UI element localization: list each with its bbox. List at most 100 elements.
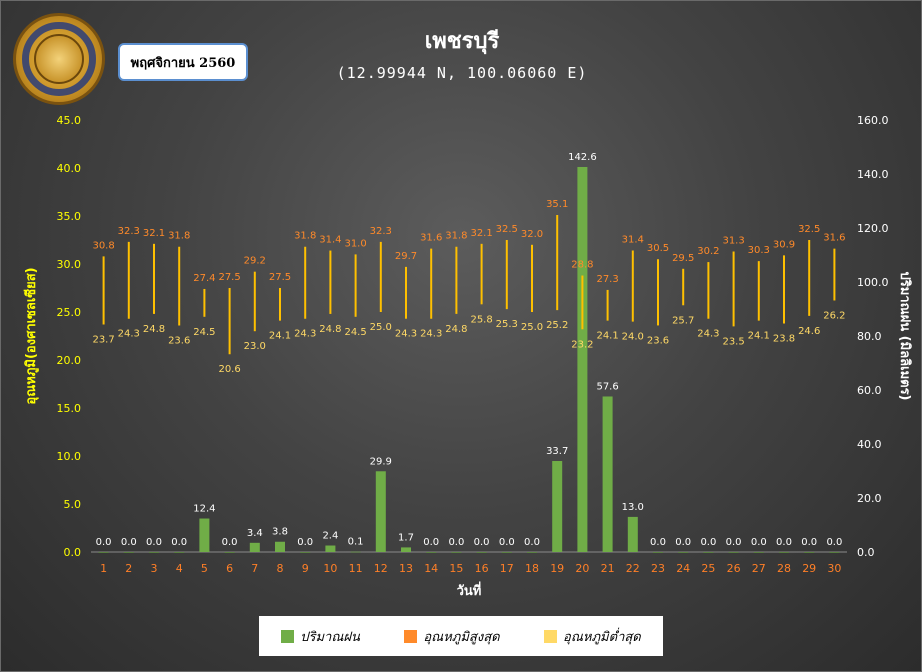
x-tick-label: 26 (727, 562, 741, 575)
legend-label-tmax: อุณหภูมิสูงสุด (423, 629, 500, 645)
tmax-data-label: 29.5 (672, 253, 694, 264)
x-tick-label: 29 (802, 562, 816, 575)
rain-bar (199, 518, 210, 552)
rain-bar (602, 396, 613, 552)
x-tick-label: 11 (349, 562, 363, 575)
tmin-data-label: 25.7 (672, 315, 694, 326)
tmin-data-label: 24.6 (798, 326, 820, 337)
tmax-data-label: 27.5 (269, 272, 291, 283)
left-axis-tick: 10.0 (57, 450, 82, 463)
rain-bar (829, 552, 840, 553)
month-badge: พฤศจิกายน 2560 (118, 43, 248, 81)
rain-data-label: 2.4 (322, 531, 338, 542)
seal-ring (22, 22, 96, 96)
left-axis-tick: 5.0 (64, 498, 82, 511)
rain-data-label: 0.0 (499, 537, 515, 548)
tmin-data-label: 24.5 (193, 327, 215, 338)
rain-data-label: 13.0 (622, 502, 644, 513)
legend-label-rain: ปริมาณฝน (300, 629, 360, 645)
x-tick-label: 19 (550, 562, 564, 575)
legend-item-rain[interactable]: ปริมาณฝน (281, 626, 360, 647)
rain-bar (275, 541, 285, 552)
legend-swatch-tmax (404, 629, 418, 643)
rain-data-label: 1.7 (398, 532, 414, 543)
rain-bar (300, 552, 311, 553)
rain-data-label: 3.4 (247, 528, 263, 539)
tmin-data-label: 20.6 (218, 364, 240, 375)
left-axis-tick: 20.0 (57, 354, 82, 367)
tmin-data-label: 23.5 (722, 336, 744, 347)
rain-bar (375, 471, 386, 552)
x-tick-label: 10 (323, 562, 337, 575)
left-axis-tick: 45.0 (57, 114, 82, 127)
x-tick-label: 6 (226, 562, 233, 575)
x-tick-label: 7 (251, 562, 258, 575)
rain-data-label: 57.6 (596, 381, 618, 392)
rain-data-label: 0.0 (121, 537, 137, 548)
left-axis-tick: 0.0 (64, 546, 82, 559)
rain-data-label: 0.0 (96, 537, 112, 548)
rain-bar (753, 552, 764, 553)
legend: ปริมาณฝน อุณหภูมิสูงสุด อุณหภูมิต่ำสุด (259, 616, 663, 656)
tmin-data-label: 24.3 (294, 329, 316, 340)
right-axis-tick: 60.0 (857, 384, 882, 397)
tmax-data-label: 27.4 (193, 273, 215, 284)
legend-item-tmax[interactable]: อุณหภูมิสูงสุด (404, 626, 500, 647)
right-axis-tick: 120.0 (857, 222, 889, 235)
rain-bar (527, 552, 537, 553)
rain-bar (627, 516, 638, 552)
tmax-data-label: 32.5 (496, 224, 518, 235)
tmin-data-label: 25.0 (370, 322, 392, 333)
tmax-data-label: 31.4 (319, 235, 341, 246)
tmax-data-label: 30.5 (647, 243, 669, 254)
x-tick-label: 14 (424, 562, 438, 575)
rain-bar (401, 547, 411, 552)
left-axis-tick: 40.0 (57, 162, 82, 175)
tmin-data-label: 23.0 (244, 341, 266, 352)
tmax-data-label: 31.0 (344, 238, 366, 249)
tmax-data-label: 32.3 (118, 226, 140, 237)
tmax-data-label: 28.8 (571, 260, 593, 271)
right-axis-tick: 140.0 (857, 168, 889, 181)
rain-bar (552, 461, 563, 552)
legend-item-tmin[interactable]: อุณหภูมิต่ำสุด (544, 626, 641, 647)
tmin-data-label: 24.1 (748, 331, 770, 342)
x-tick-label: 22 (626, 562, 640, 575)
rain-bar (703, 552, 714, 553)
tmin-data-label: 25.3 (496, 319, 518, 330)
right-axis-tick: 40.0 (857, 438, 882, 451)
rain-data-label: 142.6 (568, 152, 597, 163)
rain-bar (804, 552, 815, 553)
right-axis-tick: 0.0 (857, 546, 875, 559)
rain-bar (350, 551, 361, 553)
right-axis-tick: 20.0 (857, 492, 882, 505)
legend-swatch-rain (281, 629, 295, 643)
rain-data-label: 0.0 (675, 537, 691, 548)
tmax-data-label: 29.2 (244, 256, 266, 267)
rain-data-label: 0.0 (423, 537, 439, 548)
rain-bar (451, 552, 462, 553)
chart-subtitle: (12.99944 N, 100.06060 E) (336, 64, 588, 82)
rain-data-label: 0.0 (650, 537, 666, 548)
tmin-data-label: 24.1 (596, 331, 618, 342)
rain-data-label: 0.0 (171, 537, 187, 548)
tmax-data-label: 32.0 (521, 229, 543, 240)
tmin-data-label: 25.2 (546, 320, 568, 331)
x-tick-label: 2 (125, 562, 132, 575)
tmin-data-label: 24.3 (395, 329, 417, 340)
tmax-data-label: 31.6 (420, 233, 442, 244)
rain-bar (779, 552, 789, 553)
tmin-data-label: 25.0 (521, 322, 543, 333)
tmin-data-label: 24.8 (319, 324, 341, 335)
rain-bar (224, 552, 235, 553)
rain-bar (249, 542, 260, 552)
tmin-data-label: 24.8 (445, 324, 467, 335)
legend-label-tmin: อุณหภูมิต่ำสุด (563, 629, 641, 645)
tmin-data-label: 24.1 (269, 331, 291, 342)
rain-data-label: 0.0 (776, 537, 792, 548)
right-axis-tick: 100.0 (857, 276, 889, 289)
x-tick-label: 23 (651, 562, 665, 575)
x-tick-label: 12 (374, 562, 388, 575)
